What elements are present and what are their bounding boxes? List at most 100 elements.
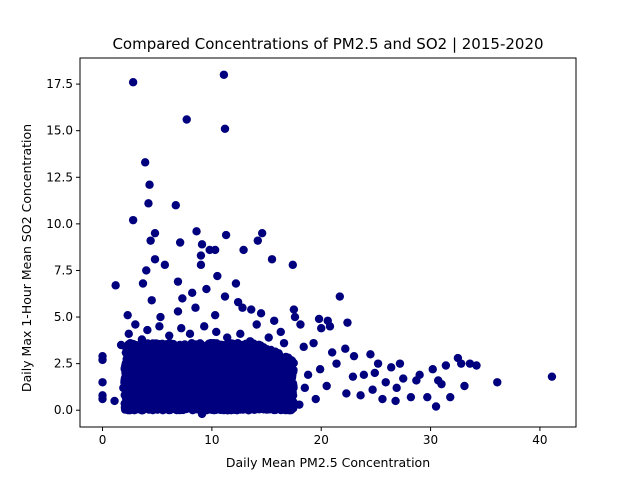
data-point [279, 338, 289, 348]
data-point [231, 374, 241, 384]
data-point [119, 383, 128, 393]
data-point [231, 355, 240, 364]
data-point [200, 322, 209, 331]
data-point [273, 387, 282, 396]
data-point [141, 365, 150, 374]
data-point [160, 260, 170, 270]
data-point [315, 365, 325, 374]
data-point [206, 338, 215, 348]
data-point [423, 392, 432, 402]
data-point [252, 320, 261, 329]
data-point [259, 365, 268, 374]
data-point [282, 401, 292, 411]
data-point [395, 359, 405, 368]
data-point [140, 158, 150, 167]
data-point [190, 368, 199, 377]
data-point [238, 303, 247, 312]
data-point [270, 316, 279, 325]
data-point [210, 310, 220, 320]
data-point [208, 395, 217, 404]
data-point [465, 359, 475, 368]
data-point [220, 354, 229, 363]
data-point [296, 320, 305, 329]
data-point [145, 402, 154, 411]
data-point [428, 365, 437, 374]
data-point [173, 277, 183, 286]
data-point [284, 378, 293, 387]
data-point [220, 292, 230, 301]
data-point [236, 329, 245, 339]
y-tick-label: 0.0 [54, 403, 73, 417]
x-tick-label: 0 [99, 433, 107, 447]
data-point [197, 409, 207, 419]
data-point [138, 395, 148, 404]
data-point [163, 363, 173, 372]
data-point [220, 124, 230, 134]
data-point [290, 312, 300, 322]
data-point [286, 393, 296, 403]
data-point [239, 245, 248, 255]
data-point [153, 375, 163, 384]
data-point [493, 378, 502, 387]
data-point [366, 350, 375, 359]
data-point [143, 325, 152, 335]
data-point [368, 385, 377, 394]
data-point [311, 394, 320, 404]
data-point [282, 368, 292, 377]
data-point [177, 358, 187, 367]
data-point [359, 370, 369, 380]
data-point [212, 327, 221, 337]
data-point [174, 368, 184, 378]
data-point [434, 376, 443, 385]
data-point [219, 70, 229, 79]
data-point [289, 305, 299, 314]
data-point [150, 228, 160, 238]
data-point [300, 383, 310, 393]
data-point [168, 369, 178, 378]
data-point [138, 379, 148, 388]
data-point [322, 381, 331, 391]
data-point [317, 324, 326, 333]
data-point [128, 78, 138, 87]
data-point [235, 398, 244, 407]
data-point [216, 361, 225, 370]
data-point [126, 376, 135, 385]
data-point [183, 344, 193, 353]
y-tick-label: 17.5 [46, 77, 73, 91]
x-tick-label: 40 [532, 433, 547, 447]
data-point [231, 390, 240, 400]
data-point [207, 379, 217, 389]
data-point [257, 228, 267, 238]
data-point [378, 394, 387, 404]
data-point [144, 199, 153, 208]
data-point [288, 260, 297, 270]
data-point [341, 344, 350, 353]
data-point [156, 392, 165, 401]
data-point [187, 288, 197, 298]
data-point [441, 361, 451, 370]
title: Compared Concentrations of PM2.5 and SO2… [112, 35, 543, 53]
data-point [270, 379, 279, 389]
data-point [225, 395, 234, 405]
data-point [204, 357, 213, 366]
data-point [272, 366, 281, 376]
data-point [406, 392, 416, 402]
scatter-points [98, 70, 557, 419]
data-point [399, 374, 408, 383]
data-point [175, 238, 185, 247]
data-point [342, 389, 351, 398]
data-point [232, 346, 242, 355]
data-point [145, 180, 154, 189]
data-point [126, 362, 135, 371]
data-point [154, 344, 163, 353]
data-point [178, 294, 187, 303]
data-point [138, 279, 148, 288]
data-point [335, 292, 345, 301]
data-point [251, 371, 260, 380]
data-point [309, 338, 318, 348]
data-point [391, 396, 400, 406]
data-point [191, 403, 200, 412]
data-point [260, 388, 270, 397]
data-point [121, 368, 130, 378]
